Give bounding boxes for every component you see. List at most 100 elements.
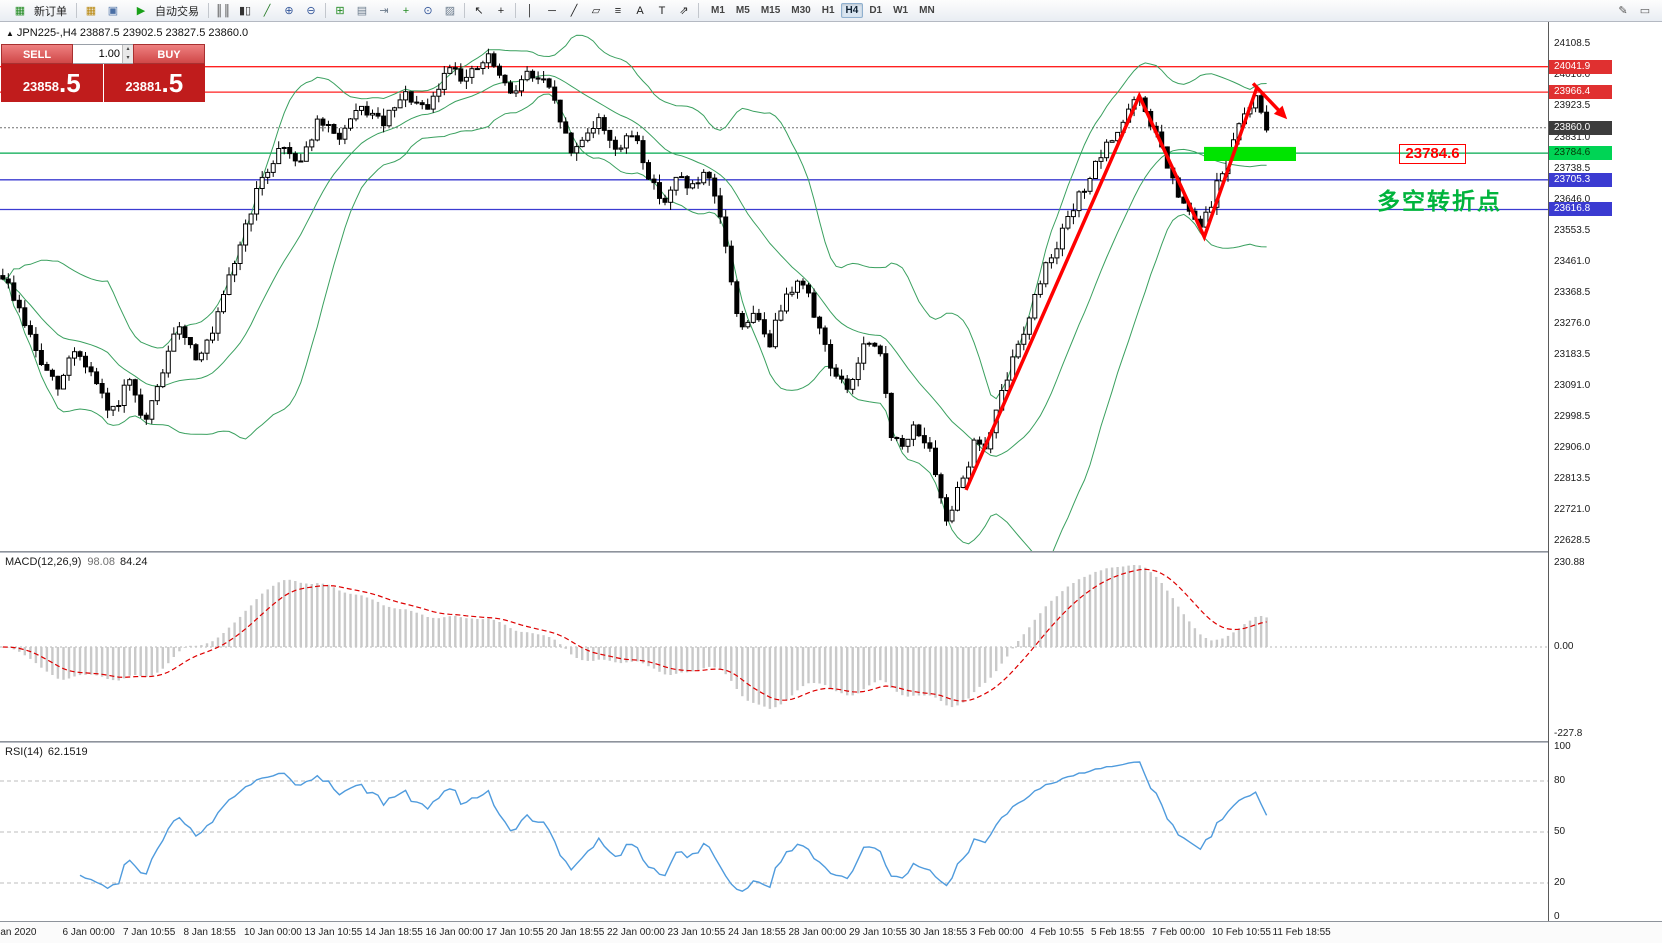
timeframe-m5[interactable]: M5 bbox=[735, 5, 750, 16]
volume-box: ▴ ▾ bbox=[73, 44, 133, 64]
price-marker-23860.0: 23860.0 bbox=[1549, 120, 1612, 135]
new-order-button[interactable]: ▦ 新订单 bbox=[3, 0, 73, 23]
arrows-icon[interactable]: ⇗ bbox=[679, 4, 689, 17]
text-icon[interactable]: A bbox=[636, 4, 644, 17]
buy-button[interactable]: BUY bbox=[133, 44, 205, 64]
market-watch-icon[interactable]: ▦ bbox=[85, 4, 97, 17]
sell-price-small: 23858 bbox=[22, 78, 59, 94]
down-arrow-head bbox=[1273, 105, 1288, 120]
time-label: 10 Feb 10:55 bbox=[1212, 927, 1271, 938]
time-label: 17 Jan 10:55 bbox=[486, 927, 544, 938]
macd-panel[interactable] bbox=[0, 553, 1548, 741]
macd-scale-min: -227.8 bbox=[1554, 728, 1583, 739]
new-chart-icon[interactable]: + bbox=[402, 4, 410, 17]
timeframe-h4[interactable]: H4 bbox=[840, 3, 864, 18]
tile-windows-icon[interactable]: ⊞ bbox=[335, 4, 345, 17]
zoom-out-icon[interactable]: ⊖ bbox=[306, 4, 316, 17]
bollinger-lower-line[interactable] bbox=[2, 93, 1267, 551]
cursor-icon[interactable]: ↖ bbox=[474, 4, 484, 17]
macd-scale-max: 230.88 bbox=[1554, 557, 1585, 568]
sell-price-big: .5 bbox=[58, 68, 81, 98]
time-label: 24 Jan 18:55 bbox=[728, 927, 786, 938]
terminal-icon[interactable]: ▣ bbox=[107, 4, 119, 17]
volume-up-icon[interactable]: ▴ bbox=[122, 45, 133, 54]
macd-header: MACD(12,26,9) 98.08 84.24 bbox=[5, 556, 147, 568]
price-tick: 23738.5 bbox=[1554, 162, 1591, 174]
rsi-line[interactable] bbox=[79, 761, 1268, 892]
horizontal-lines-layer bbox=[0, 66, 1548, 211]
time-label: 3 Jan 2020 bbox=[0, 927, 37, 938]
timeframe-m30[interactable]: M30 bbox=[791, 5, 811, 16]
time-label: 22 Jan 00:00 bbox=[607, 927, 665, 938]
timeframe-h1[interactable]: H1 bbox=[821, 5, 835, 16]
price-marker-23705.3: 23705.3 bbox=[1549, 172, 1612, 187]
price-tick: 23923.5 bbox=[1554, 100, 1591, 112]
time-label: 4 Feb 10:55 bbox=[1030, 927, 1084, 938]
timeframe-m1[interactable]: M1 bbox=[711, 5, 725, 16]
price-tick: 23646.0 bbox=[1554, 193, 1591, 205]
macd-name: MACD(12,26,9) bbox=[5, 556, 82, 568]
toolbar-separator bbox=[208, 3, 209, 18]
toolbar-separator bbox=[464, 3, 465, 18]
time-label: 11 Feb 18:55 bbox=[1272, 927, 1331, 938]
time-label: 23 Jan 10:55 bbox=[667, 927, 726, 938]
sell-price-display[interactable]: 23858.5 bbox=[1, 64, 104, 102]
edit-icon[interactable]: ✎ bbox=[1618, 4, 1628, 17]
chart-shift-icon[interactable]: ⇥ bbox=[379, 4, 389, 17]
rsi-header: RSI(14) 62.1519 bbox=[5, 746, 88, 758]
rsi-scale-80: 80 bbox=[1554, 775, 1566, 786]
bollinger-middle-line[interactable] bbox=[2, 74, 1267, 457]
volume-input[interactable] bbox=[73, 45, 122, 63]
vertical-line-icon[interactable]: │ bbox=[526, 4, 534, 17]
chat-icon[interactable]: ▭ bbox=[1639, 4, 1651, 17]
toolbar-separator bbox=[325, 3, 326, 18]
rsi-scale-100: 100 bbox=[1554, 741, 1571, 752]
zoom-in-icon[interactable]: ⊕ bbox=[284, 4, 294, 17]
trend-zigzag-line[interactable] bbox=[964, 86, 1259, 491]
price-marker-23616.8: 23616.8 bbox=[1549, 202, 1612, 217]
chart-bars-icon[interactable]: ║║ bbox=[215, 4, 231, 17]
time-label: 13 Jan 10:55 bbox=[304, 927, 363, 938]
ohlc-values: 23887.5 23902.5 23827.5 23860.0 bbox=[79, 27, 249, 39]
time-axis[interactable]: 3 Jan 2020 6 Jan 00:00 7 Jan 10:55 8 Jan 18… bbox=[0, 921, 1662, 943]
label-icon[interactable]: T bbox=[658, 4, 666, 17]
volume-down-icon[interactable]: ▾ bbox=[122, 54, 133, 63]
price-marker-24041.9: 24041.9 bbox=[1549, 59, 1612, 74]
price-tick: 22906.0 bbox=[1554, 442, 1591, 454]
trendline-icon[interactable]: ╱ bbox=[570, 4, 578, 17]
cascade-windows-icon[interactable]: ▤ bbox=[356, 4, 368, 17]
sell-button[interactable]: SELL bbox=[1, 44, 73, 64]
time-label: 7 Feb 00:00 bbox=[1151, 927, 1205, 938]
period-icon[interactable]: ⊙ bbox=[423, 4, 433, 17]
buy-price-display[interactable]: 23881.5 bbox=[103, 64, 205, 102]
macd-signal-line[interactable] bbox=[2, 568, 1267, 702]
panel-divider-rsi[interactable] bbox=[0, 741, 1662, 743]
bull-bear-turning-point-note[interactable]: 多空转折点 bbox=[1376, 187, 1502, 214]
bollinger-bands bbox=[2, 34, 1267, 551]
rsi-panel[interactable] bbox=[0, 743, 1548, 921]
templates-icon[interactable]: ▨ bbox=[444, 4, 456, 17]
timeframe-w1[interactable]: W1 bbox=[893, 5, 909, 16]
time-label: 20 Jan 18:55 bbox=[546, 927, 605, 938]
buy-price-big: .5 bbox=[161, 68, 184, 98]
timeframe-d1[interactable]: D1 bbox=[869, 5, 883, 16]
price-scale[interactable]: 24108.5 24016.0 23923.5 23831.0 23738.5 23646… bbox=[1548, 22, 1662, 922]
timeframe-mn[interactable]: MN bbox=[919, 5, 935, 16]
chart-line-icon[interactable]: ╱ bbox=[263, 4, 271, 17]
price-label-annotation[interactable]: 23784.6 bbox=[1399, 143, 1466, 164]
bollinger-upper-line[interactable] bbox=[2, 34, 1267, 400]
horizontal-line-icon[interactable]: ─ bbox=[548, 4, 556, 17]
price-tick: 24016.0 bbox=[1554, 69, 1591, 81]
panel-divider-macd[interactable] bbox=[0, 551, 1662, 553]
timeframe-m15[interactable]: M15 bbox=[760, 5, 781, 16]
chart-candles-icon[interactable]: ▮▯ bbox=[238, 4, 252, 17]
down-arrow-line[interactable] bbox=[1251, 82, 1283, 114]
fibonacci-icon[interactable]: ≡ bbox=[614, 4, 622, 17]
green-zone-rectangle[interactable] bbox=[1204, 146, 1296, 161]
autotrading-button[interactable]: ▶ 自动交易 bbox=[124, 0, 205, 23]
price-tick: 23553.5 bbox=[1554, 224, 1591, 236]
channel-icon[interactable]: ▱ bbox=[591, 4, 601, 17]
price-tick: 23831.0 bbox=[1554, 131, 1591, 143]
main-price-chart[interactable] bbox=[0, 22, 1548, 551]
crosshair-icon[interactable]: + bbox=[497, 4, 505, 17]
